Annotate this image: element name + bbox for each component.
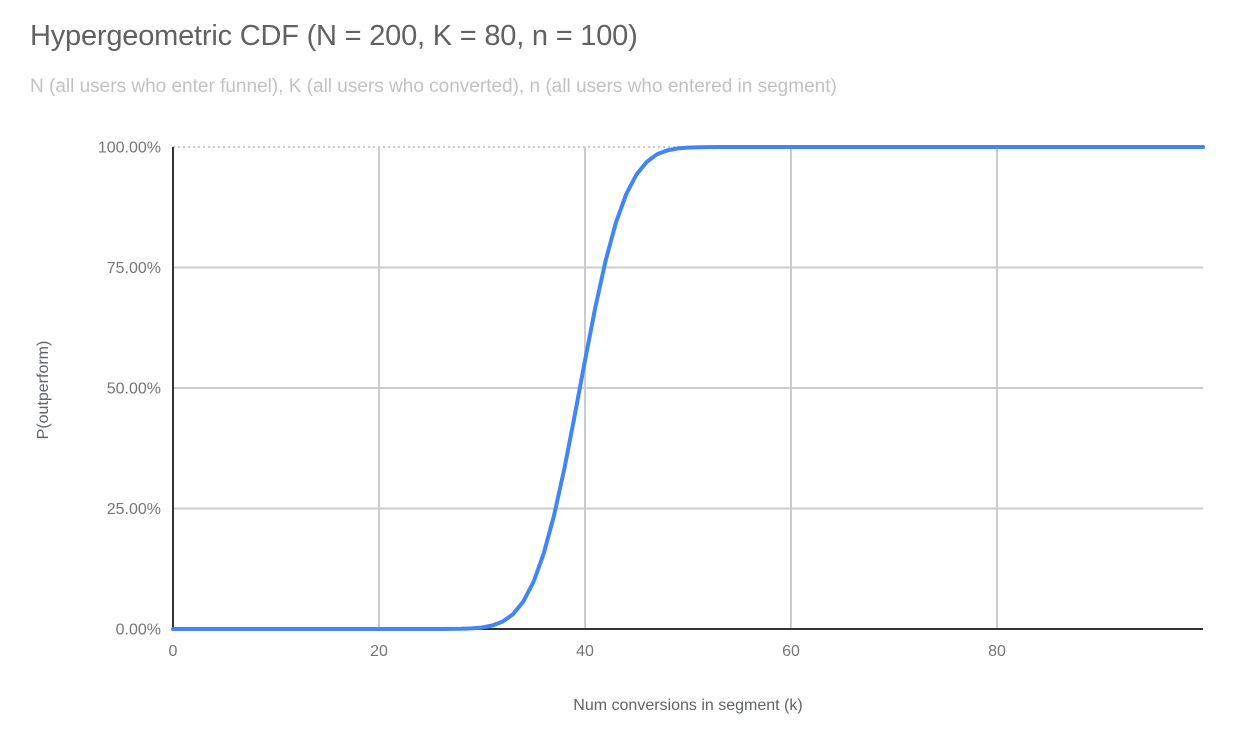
chart-subtitle: N (all users who enter funnel), K (all u… [30, 76, 837, 97]
x-tick-label: 0 [169, 643, 178, 660]
y-tick-label: 75.00% [107, 260, 161, 277]
y-tick-label: 100.00% [98, 140, 161, 157]
y-tick-label: 25.00% [107, 501, 161, 518]
x-tick-label: 60 [782, 643, 800, 660]
x-tick-label: 40 [576, 643, 594, 660]
x-axis-title: Num conversions in segment (k) [573, 697, 803, 714]
y-tick-label: 0.00% [116, 622, 161, 639]
x-tick-label: 80 [988, 643, 1006, 660]
cdf-curve [171, 145, 1205, 631]
chart-title: Hypergeometric CDF (N = 200, K = 80, n =… [30, 20, 638, 52]
y-tick-label: 50.00% [107, 381, 161, 398]
x-tick-label: 20 [370, 643, 388, 660]
